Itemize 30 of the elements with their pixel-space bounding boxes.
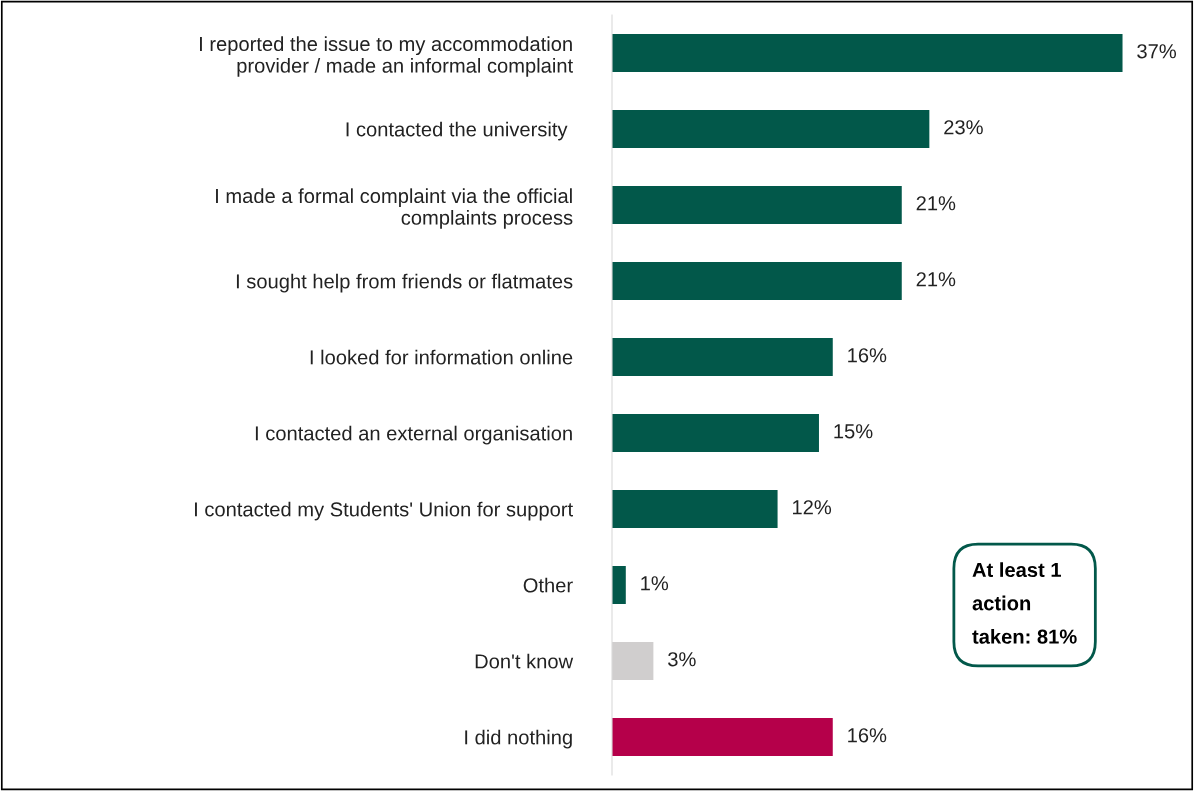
y-tick-label: I reported the issue to my accommodation provider / made an informal complaint <box>200 36 573 77</box>
data-label: 15% <box>834 424 873 439</box>
y-tick-label: Don't know <box>475 653 574 669</box>
bar <box>612 34 1123 72</box>
data-label: 37% <box>1137 44 1177 59</box>
y-tick-label: I contacted my Students' Union for support <box>195 501 573 521</box>
data-label: 3% <box>668 652 696 667</box>
data-label: 16% <box>848 728 887 743</box>
data-label: 16% <box>848 348 887 363</box>
y-tick-label: I looked for information online <box>310 349 573 365</box>
annotation: At least 1 action taken: 81% <box>972 562 1077 644</box>
y-tick-label: I contacted the university <box>346 121 568 141</box>
y-tick-label: Other <box>523 577 573 593</box>
bar <box>612 338 833 376</box>
y-tick-label: I sought help from friends or flatmates <box>236 273 573 293</box>
y-tick-label: I contacted an external organisation <box>255 425 572 445</box>
bar <box>612 414 819 452</box>
bar <box>612 566 626 604</box>
y-tick-label: I made a formal complaint via the official complaints process <box>216 188 573 229</box>
bar <box>612 186 902 224</box>
y-tick-label: I did nothing <box>465 729 572 749</box>
data-label: 23% <box>944 120 983 135</box>
bar <box>612 718 833 756</box>
data-label: 1% <box>641 576 669 591</box>
bar <box>612 490 778 528</box>
data-label: 21% <box>916 272 956 287</box>
bar <box>612 110 930 148</box>
data-label: 21% <box>916 196 956 211</box>
data-label: 12% <box>793 500 832 515</box>
bar <box>612 262 902 300</box>
